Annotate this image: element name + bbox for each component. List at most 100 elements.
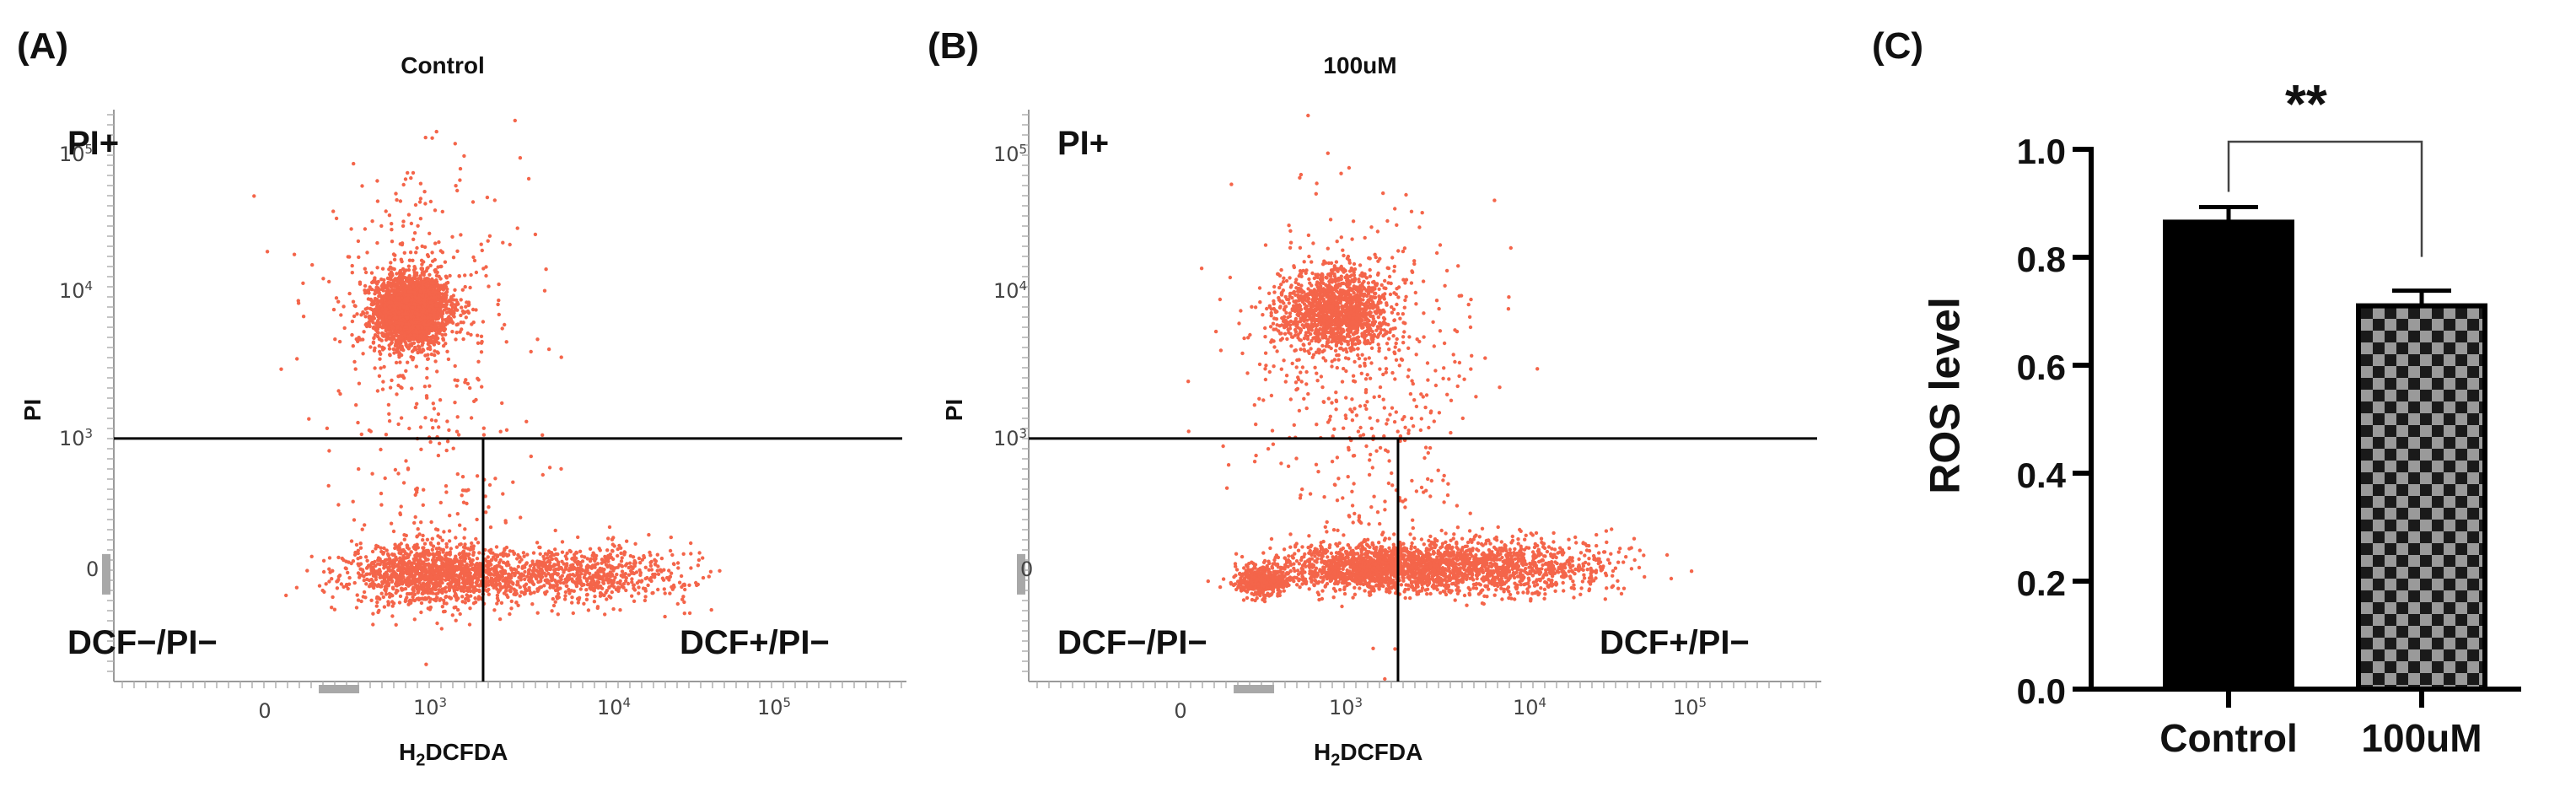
scatter-point (352, 359, 357, 364)
scatter-point (343, 566, 347, 570)
scatter-point (333, 337, 337, 342)
scatter-point (433, 559, 438, 564)
scatter-point (433, 577, 438, 582)
scatter-point (628, 553, 633, 558)
scatter-point (500, 401, 504, 406)
scatter-point (349, 539, 354, 543)
scatter-point (454, 618, 458, 622)
scatter-point (454, 331, 459, 335)
scatter-point (465, 595, 471, 600)
scatter-point (408, 569, 412, 574)
scatter-point (409, 320, 414, 325)
scatter-point (643, 598, 648, 603)
scatter-point (339, 313, 343, 317)
scatter-point (610, 590, 614, 595)
scatter-point (449, 299, 453, 304)
scatter-point (377, 374, 382, 378)
scatter-point (516, 570, 520, 575)
scatter-point (681, 552, 686, 556)
scatter-point (387, 412, 391, 416)
scatter-point (487, 234, 492, 238)
scatter-point (401, 564, 405, 568)
scatter-point (376, 331, 380, 335)
scatter-point (419, 562, 424, 566)
scatter-point (487, 592, 491, 596)
scatter-point (444, 601, 449, 606)
scatter-point (407, 591, 411, 596)
scatter-point (369, 577, 374, 582)
scatter-point (359, 432, 363, 437)
scatter-point (395, 568, 401, 573)
scatter-point (416, 224, 420, 228)
scatter-point (632, 558, 637, 563)
scatter-point (447, 539, 452, 543)
scatter-point (375, 199, 380, 203)
scatter-point (480, 385, 484, 389)
scatter-point (649, 568, 654, 572)
scatter-point (648, 563, 653, 568)
scatter-point (422, 546, 426, 550)
scatter-point (301, 281, 305, 285)
scatter-point (368, 285, 372, 289)
scatter-point (390, 600, 395, 604)
scatter-point (465, 568, 469, 573)
scatter-point (330, 606, 334, 610)
scatter-point (355, 593, 359, 597)
scatter-point (485, 195, 490, 200)
scatter-point (405, 556, 409, 560)
scatter-point (358, 546, 363, 550)
scatter-point (432, 597, 436, 602)
scatter-point (504, 593, 509, 597)
scatter-point (571, 611, 575, 616)
scatter-point (390, 575, 394, 579)
scatter-point (709, 607, 713, 612)
scatter-point (406, 560, 411, 564)
scatter-point (398, 360, 402, 364)
scatter-point (428, 231, 432, 235)
scatter-point (400, 282, 405, 286)
scatter-point (458, 178, 462, 182)
scatter-point (365, 565, 369, 569)
scatter-point (454, 554, 458, 558)
scatter-point (419, 258, 424, 262)
scatter-point (429, 590, 433, 595)
scatter-point (638, 573, 643, 577)
scatter-point (508, 242, 512, 247)
scatter-point (487, 284, 491, 288)
scatter-point (680, 597, 685, 601)
scatter-point (387, 343, 391, 348)
scatter-point (379, 591, 384, 595)
scatter-point (384, 329, 388, 333)
scatter-point (390, 337, 394, 342)
scatter-point (649, 559, 653, 564)
scatter-point (404, 287, 408, 291)
scatter-point (352, 580, 357, 585)
scatter-point (606, 580, 610, 585)
scatter-point (641, 586, 646, 590)
scatter-point (619, 551, 623, 556)
scatter-point (506, 552, 510, 558)
scatter-point (435, 316, 440, 321)
scatter-point (675, 601, 680, 606)
scatter-point (428, 300, 433, 304)
scatter-point (687, 611, 692, 616)
scatter-point (382, 605, 387, 609)
scatter-point (420, 271, 424, 275)
scatter-point (461, 321, 465, 325)
scatter-point (556, 612, 560, 617)
scatter-point (364, 582, 368, 586)
scatter-point (514, 601, 519, 605)
scatter-point (372, 585, 376, 590)
scatter-point (576, 559, 580, 564)
scatter-point (500, 326, 504, 331)
scatter-point (404, 369, 408, 373)
scatter-point (376, 320, 381, 325)
scatter-point (398, 342, 402, 347)
scatter-point (351, 299, 356, 304)
scatter-point (476, 333, 480, 337)
scatter-point (370, 219, 374, 224)
scatter-point (647, 532, 651, 537)
scatter-point (387, 591, 392, 596)
scatter-point (449, 320, 453, 324)
scatter-point (421, 591, 425, 596)
